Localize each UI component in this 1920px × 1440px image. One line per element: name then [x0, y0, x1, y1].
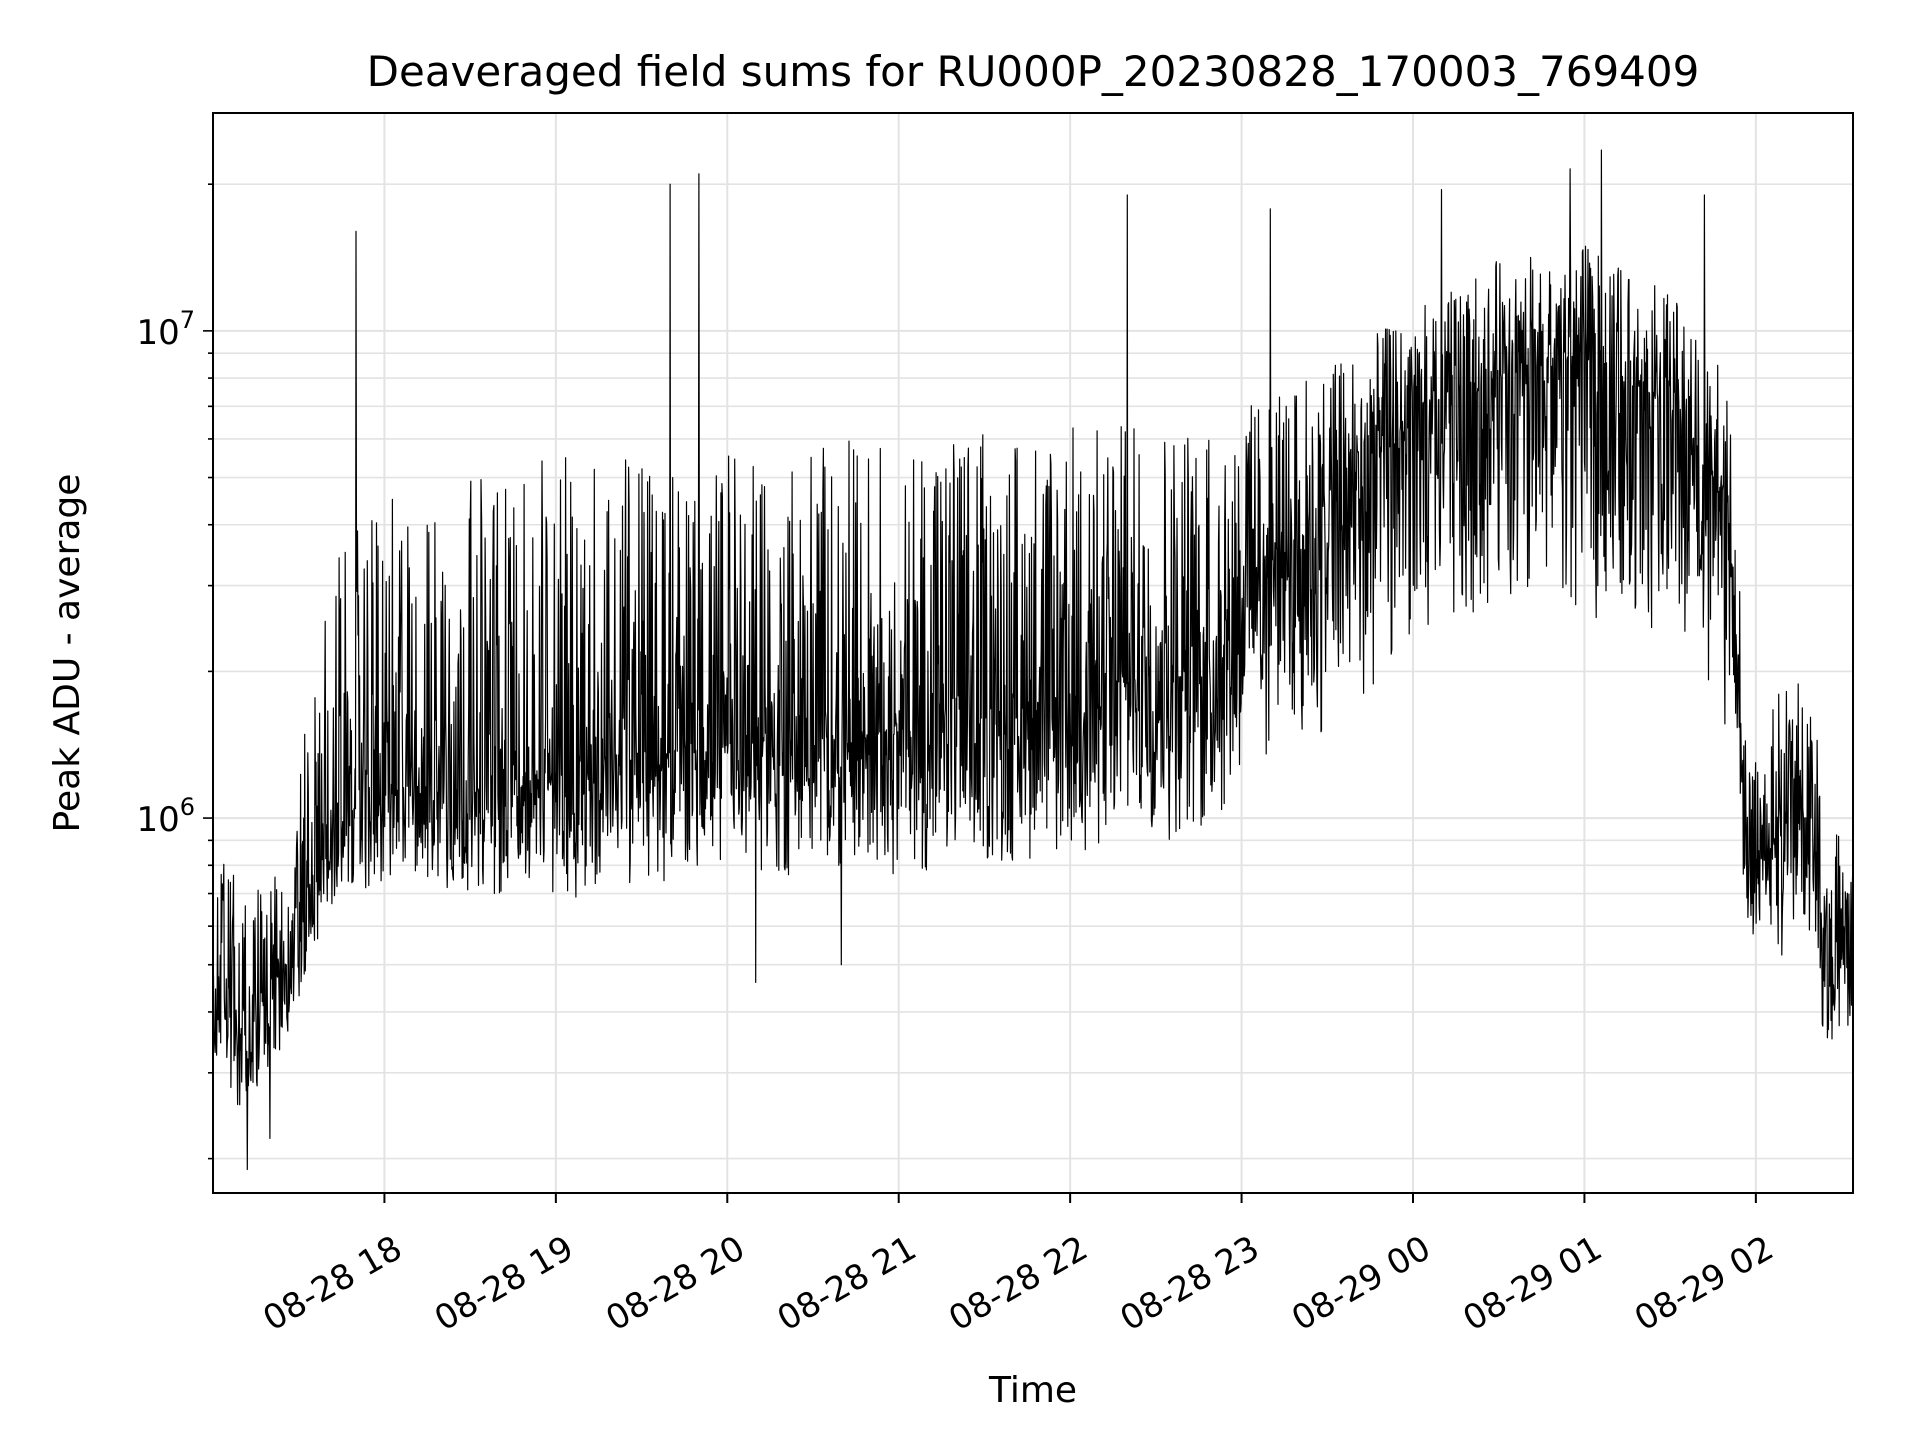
data-series [212, 149, 1854, 1171]
x-tick-label: 08-28 21 [771, 1228, 923, 1339]
x-tick-label: 08-28 23 [1114, 1228, 1266, 1339]
series-line [212, 149, 1854, 1171]
y-tick-label: 107 [136, 306, 195, 353]
x-tick-label: 08-28 22 [942, 1228, 1094, 1339]
y-tick-label-base: 10 [136, 313, 179, 353]
y-tick-label-exponent: 7 [180, 306, 195, 334]
y-tick-label-exponent: 6 [180, 793, 195, 821]
y-tick-label-base: 10 [136, 800, 179, 840]
x-axis-label: Time [988, 1370, 1077, 1411]
x-tick-label: 08-29 01 [1457, 1228, 1609, 1339]
x-ticks: 08-28 18 08-28 19 08-28 20 08-28 21 08-28 22… [257, 1193, 1780, 1339]
plot-frame [212, 112, 1854, 1194]
x-tick-label: 08-28 20 [599, 1228, 751, 1339]
x-tick-label: 08-29 02 [1628, 1228, 1780, 1339]
grid-lines [213, 113, 1853, 1193]
y-axis-label: Peak ADU - average [47, 474, 88, 833]
y-tick-label: 106 [136, 793, 195, 840]
x-tick-label: 08-28 19 [428, 1228, 580, 1339]
chart-title: Deaveraged field sums for RU000P_2023082… [367, 47, 1700, 96]
x-tick-label: 08-28 18 [257, 1228, 409, 1339]
x-tick-label: 08-29 00 [1285, 1228, 1437, 1339]
